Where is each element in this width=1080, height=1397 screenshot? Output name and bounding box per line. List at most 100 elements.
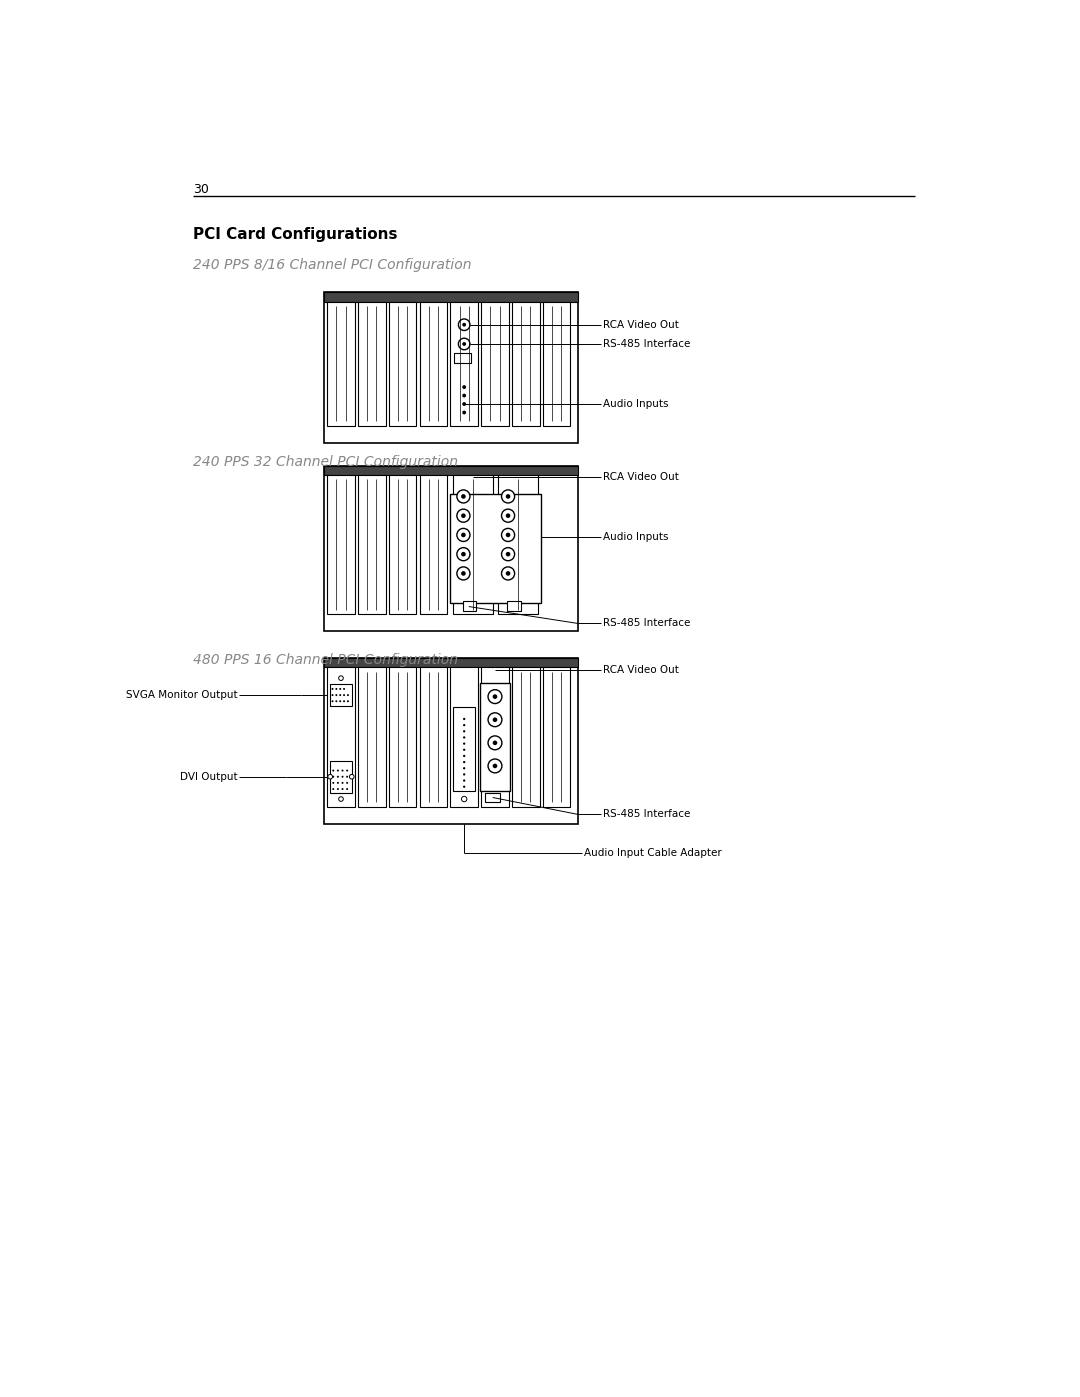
Circle shape bbox=[339, 687, 341, 690]
Circle shape bbox=[461, 495, 465, 499]
Text: RS-485 Interface: RS-485 Interface bbox=[603, 619, 690, 629]
Circle shape bbox=[333, 782, 335, 784]
Circle shape bbox=[488, 736, 502, 750]
Circle shape bbox=[458, 338, 470, 349]
Text: RCA Video Out: RCA Video Out bbox=[603, 320, 678, 330]
Circle shape bbox=[488, 712, 502, 726]
Bar bbox=[454, 707, 475, 791]
Text: Audio Inputs: Audio Inputs bbox=[603, 532, 669, 542]
Circle shape bbox=[457, 509, 470, 522]
Circle shape bbox=[346, 782, 348, 784]
Bar bbox=[389, 475, 417, 615]
Circle shape bbox=[457, 528, 470, 542]
Circle shape bbox=[501, 567, 514, 580]
Bar bbox=[324, 465, 578, 475]
Circle shape bbox=[346, 788, 348, 791]
Bar bbox=[324, 658, 578, 824]
Bar bbox=[485, 793, 500, 802]
Circle shape bbox=[501, 548, 514, 560]
Circle shape bbox=[462, 342, 467, 346]
Circle shape bbox=[463, 749, 465, 752]
Circle shape bbox=[346, 775, 348, 778]
Circle shape bbox=[461, 571, 465, 576]
Circle shape bbox=[458, 319, 470, 331]
Circle shape bbox=[336, 700, 337, 703]
Text: Audio Input Cable Adapter: Audio Input Cable Adapter bbox=[583, 848, 721, 858]
Bar bbox=[543, 668, 570, 806]
Circle shape bbox=[333, 788, 335, 791]
Circle shape bbox=[343, 700, 346, 703]
Text: 480 PPS 16 Channel PCI Configuration: 480 PPS 16 Channel PCI Configuration bbox=[193, 652, 458, 666]
Text: 240 PPS 8/16 Channel PCI Configuration: 240 PPS 8/16 Channel PCI Configuration bbox=[193, 258, 472, 272]
Bar bbox=[512, 668, 540, 806]
Circle shape bbox=[336, 687, 337, 690]
Bar bbox=[330, 760, 352, 793]
Text: 30: 30 bbox=[193, 183, 210, 197]
Circle shape bbox=[501, 509, 514, 522]
Text: RCA Video Out: RCA Video Out bbox=[603, 472, 678, 482]
Circle shape bbox=[457, 567, 470, 580]
Circle shape bbox=[343, 687, 346, 690]
Circle shape bbox=[332, 687, 334, 690]
Circle shape bbox=[488, 690, 502, 704]
Bar bbox=[389, 302, 417, 426]
Circle shape bbox=[505, 495, 511, 499]
Bar bbox=[508, 601, 522, 610]
Circle shape bbox=[347, 700, 349, 703]
Circle shape bbox=[350, 774, 354, 780]
Text: PCI Card Configurations: PCI Card Configurations bbox=[193, 228, 397, 242]
Bar bbox=[450, 668, 478, 806]
Bar bbox=[324, 465, 578, 631]
Circle shape bbox=[488, 759, 502, 773]
Bar bbox=[357, 475, 386, 615]
Circle shape bbox=[505, 552, 511, 556]
Circle shape bbox=[347, 694, 349, 696]
Circle shape bbox=[492, 740, 497, 745]
Circle shape bbox=[492, 718, 497, 722]
Text: 240 PPS 32 Channel PCI Configuration: 240 PPS 32 Channel PCI Configuration bbox=[193, 455, 458, 469]
Circle shape bbox=[463, 736, 465, 739]
Circle shape bbox=[337, 770, 339, 771]
Text: SVGA Monitor Output: SVGA Monitor Output bbox=[126, 690, 238, 700]
Circle shape bbox=[462, 402, 467, 407]
Bar bbox=[327, 302, 355, 426]
Circle shape bbox=[462, 386, 467, 388]
Bar bbox=[480, 683, 511, 791]
Bar bbox=[419, 668, 447, 806]
Bar bbox=[324, 658, 578, 668]
Bar bbox=[330, 685, 352, 705]
Text: RS-485 Interface: RS-485 Interface bbox=[603, 339, 690, 349]
Circle shape bbox=[346, 770, 348, 771]
Bar bbox=[324, 292, 578, 302]
Circle shape bbox=[505, 513, 511, 518]
Bar bbox=[324, 292, 578, 443]
Circle shape bbox=[501, 490, 514, 503]
Circle shape bbox=[463, 774, 465, 775]
Circle shape bbox=[333, 775, 335, 778]
Circle shape bbox=[328, 774, 333, 780]
Bar bbox=[543, 302, 570, 426]
Circle shape bbox=[505, 532, 511, 538]
Bar bbox=[419, 302, 447, 426]
Circle shape bbox=[341, 782, 343, 784]
Text: DVI Output: DVI Output bbox=[180, 771, 238, 782]
Circle shape bbox=[337, 788, 339, 791]
Circle shape bbox=[333, 770, 335, 771]
Circle shape bbox=[463, 724, 465, 726]
Circle shape bbox=[337, 782, 339, 784]
Circle shape bbox=[463, 742, 465, 745]
Circle shape bbox=[332, 694, 334, 696]
Circle shape bbox=[501, 528, 514, 542]
Text: Audio Inputs: Audio Inputs bbox=[603, 400, 669, 409]
Circle shape bbox=[339, 700, 341, 703]
Bar bbox=[419, 475, 447, 615]
Bar bbox=[327, 668, 355, 806]
Circle shape bbox=[337, 775, 339, 778]
Circle shape bbox=[492, 764, 497, 768]
Bar bbox=[498, 475, 538, 615]
Circle shape bbox=[462, 323, 467, 327]
Bar bbox=[454, 475, 494, 615]
Bar bbox=[450, 302, 478, 426]
Bar bbox=[481, 302, 509, 426]
Circle shape bbox=[339, 796, 343, 802]
